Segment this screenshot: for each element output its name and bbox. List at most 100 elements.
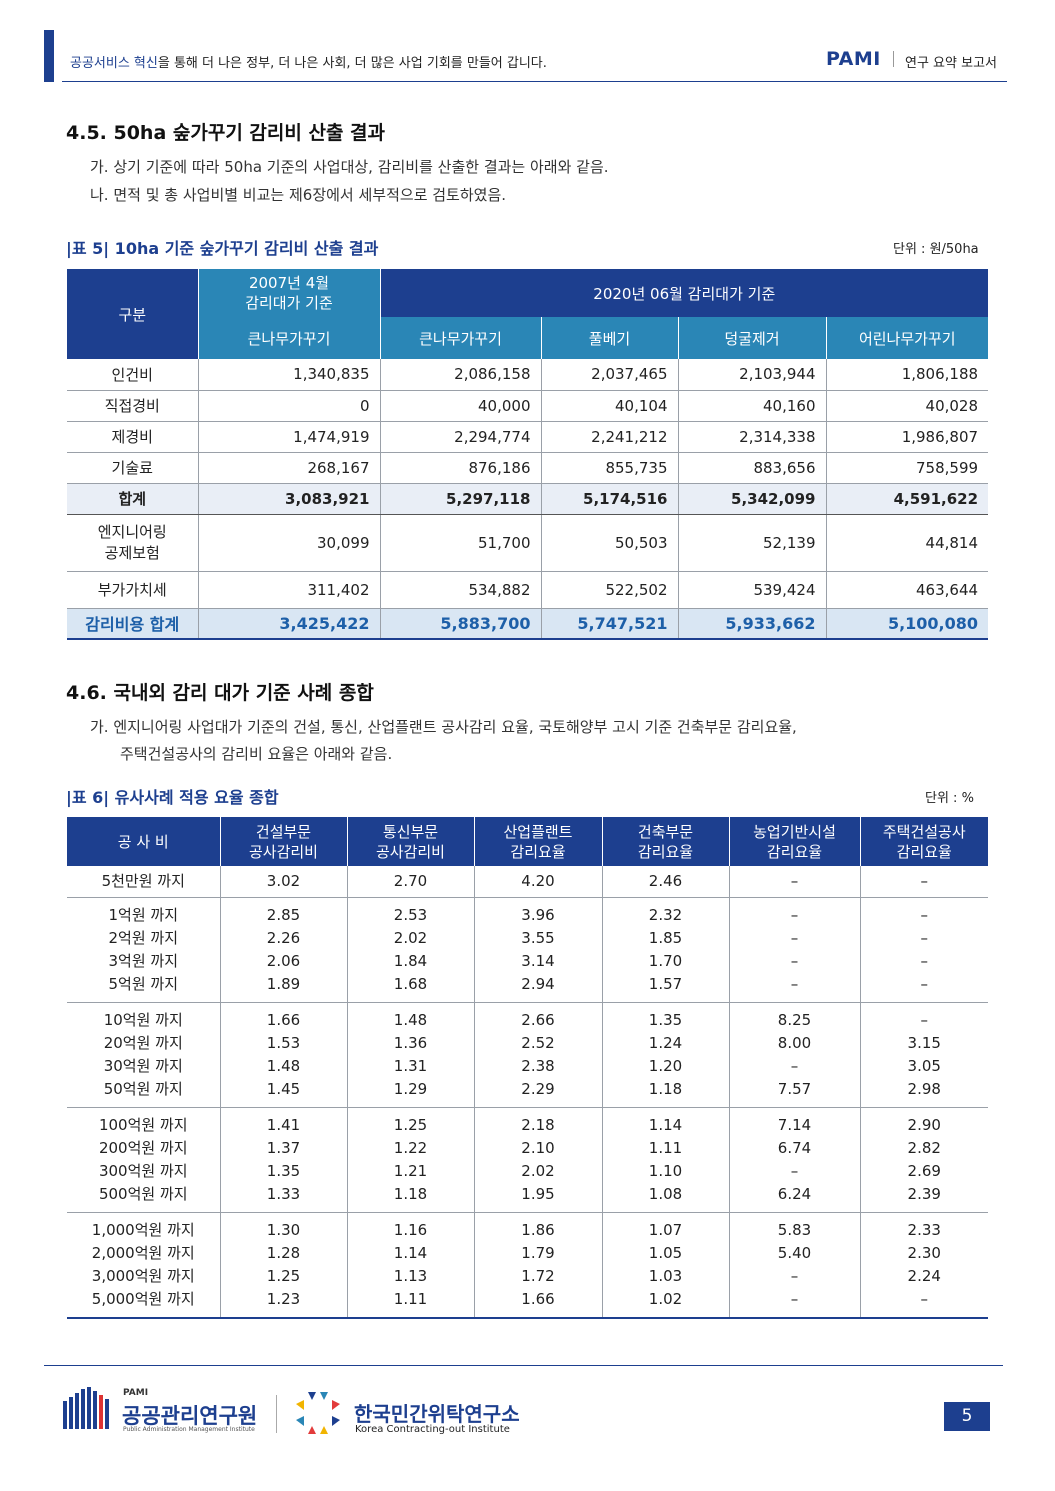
rate-cell: –3.15 3.05 2.98: [859, 1002, 988, 1108]
rate-cell: 1.25 1.22 1.21 1.18: [346, 1107, 474, 1213]
row-label: 인건비: [67, 359, 198, 391]
table5-col-header: 덩굴제거: [678, 317, 827, 359]
row-label: 제경비: [67, 421, 198, 453]
cell: 1,340,835: [197, 359, 380, 391]
rate-cell: 3.02: [219, 866, 347, 898]
table5-col-header: 어린나무가꾸기: [826, 317, 989, 359]
rate-cell: 4.20: [473, 866, 602, 898]
cell: 1,986,807: [825, 421, 989, 453]
logo1-small-text: PAMI: [123, 1388, 149, 1398]
cell: 876,186: [379, 452, 541, 484]
cell: 1,474,919: [197, 421, 380, 453]
rate-cell: 2.18 2.10 2.02 1.95: [473, 1107, 602, 1213]
cost-range-cell: 1,000억원 까지 2,000억원 까지 3,000억원 까지 5,000억원 까지: [91, 1221, 195, 1308]
cell: 534,882: [379, 571, 541, 609]
table5-group-2007: 2007년 4월 감리대가 기준: [198, 269, 381, 317]
cost-range-cell: 1억원 까지 2억원 까지 3억원 까지 5억원 까지: [108, 906, 178, 993]
cell: 52,139: [677, 514, 826, 572]
table6-col-header: 공 사 비: [67, 817, 221, 866]
cell: 2,294,774: [379, 421, 541, 453]
row-label: 감리비용 합계: [67, 607, 198, 640]
table5-col-header: 풀베기: [541, 317, 679, 359]
rate-cell: 2.85 2.26 2.06 1.89: [219, 897, 347, 1003]
header-separator: [893, 51, 894, 67]
rate-cell: 1.86 1.79 1.72 1.66: [473, 1212, 602, 1318]
cell: 5,747,521: [540, 607, 678, 640]
row-label: 기술료: [67, 452, 198, 484]
table5-row: 부가가치세 311,402 534,882 522,502 539,424 46…: [67, 571, 989, 609]
rate-cell: 2.53 2.02 1.84 1.68: [346, 897, 474, 1003]
table6-row-group: 5천만원 까지 3.02 2.70 4.20 2.46– –: [67, 866, 988, 898]
rate-cell: 1.66 1.53 1.48 1.45: [219, 1002, 347, 1108]
row-label: 엔지니어링 공제보험: [67, 514, 198, 572]
cell: 44,814: [825, 514, 989, 572]
rate-cell: 1.48 1.36 1.31 1.29: [346, 1002, 474, 1108]
slogan-highlight: 공공서비스 혁신: [70, 56, 158, 71]
cell: 758,599: [825, 452, 989, 484]
logo2-name: 한국민간위탁연구소: [354, 1402, 520, 1426]
table5-caption: |표 5| 10ha 기준 숲가꾸기 감리비 산출 결과: [66, 239, 379, 258]
cell: 539,424: [677, 571, 826, 609]
rate-cell: 1.30 1.28 1.25 1.23: [219, 1212, 347, 1318]
cost-range-cell: 100억원 까지 200억원 까지 300억원 까지 500억원 까지: [98, 1116, 188, 1203]
table6-unit: 단위 : %: [925, 791, 974, 806]
logo-separator: [276, 1395, 277, 1433]
row-label: 합계: [67, 482, 198, 515]
table5-subtotal-row: 합계 3,083,921 5,297,118 5,174,516 5,342,0…: [67, 482, 989, 515]
cell: 883,656: [677, 452, 826, 484]
cell: 3,425,422: [197, 607, 380, 640]
rate-cell: 2.70: [346, 866, 474, 898]
cell: 5,883,700: [379, 607, 541, 640]
table5-row: 인건비 1,340,835 2,086,158 2,037,465 2,103,…: [67, 359, 989, 391]
table6: 공 사 비 건설부문 공사감리비 통신부문 공사감리비 산업플랜트 감리요율 건축부문 감리요율…: [67, 817, 988, 1319]
page-number: 5: [944, 1402, 990, 1431]
rate-cell: –: [859, 866, 988, 898]
row-label: 부가가치세: [67, 571, 198, 609]
cell: 40,000: [379, 390, 541, 422]
header-rule: [62, 81, 1007, 82]
cell: 5,174,516: [540, 482, 678, 515]
table5-row: 제경비 1,474,919 2,294,774 2,241,212 2,314,…: [67, 421, 989, 453]
cell: 50,503: [540, 514, 678, 572]
table6-row-group: 100억원 까지 200억원 까지 300억원 까지 500억원 까지 1.41 1.37…: [67, 1107, 988, 1213]
section-46-line-1: 가. 엔지니어링 사업대가 기준의 건설, 통신, 산업플랜트 공사감리 요율,…: [90, 718, 797, 736]
logo2-english: Korea Contracting-out Institute: [355, 1424, 510, 1435]
section-45-title: 4.5. 50ha 숲가꾸기 감리비 산출 결과: [66, 122, 386, 144]
cost-range-cell: 10억원 까지 20억원 까지 30억원 까지 50억원 까지: [103, 1011, 183, 1098]
rate-cell: –: [728, 866, 860, 898]
rate-cell: 7.14 6.74–6.24: [728, 1107, 860, 1213]
table5-head-label: 구분: [67, 269, 199, 359]
rate-cell: 2.32 1.85 1.70 1.57: [601, 897, 729, 1003]
table5-col-header: 큰나무가꾸기: [198, 317, 381, 359]
table5-group-2020: 2020년 06월 감리대가 기준: [380, 269, 989, 317]
header-brand: PAMI: [826, 48, 881, 70]
logo1-english: Public Administration Management Institu…: [123, 1426, 255, 1433]
rate-cell: 1.07 1.05 1.03 1.02: [601, 1212, 729, 1318]
cell: 463,644: [825, 571, 989, 609]
cell: 51,700: [379, 514, 541, 572]
cell: 4,591,622: [825, 482, 989, 515]
rate-cell: 2.33 2.30 2.24–: [859, 1212, 988, 1318]
section-46-line-2: 주택건설공사의 감리비 요율은 아래와 같음.: [120, 745, 393, 763]
header-report-type: 연구 요약 보고서: [905, 56, 997, 71]
rate-cell: 8.25 8.00–7.57: [728, 1002, 860, 1108]
cell: 5,933,662: [677, 607, 826, 640]
table5-row: 직접경비 0 40,000 40,104 40,160 40,028: [67, 390, 989, 422]
rate-cell: 2.46: [601, 866, 729, 898]
table6-col-header: 주택건설공사 감리요율: [860, 817, 988, 866]
cell: 2,241,212: [540, 421, 678, 453]
section-45-line-2: 나. 면적 및 총 사업비별 비교는 제6장에서 세부적으로 검토하였음.: [90, 186, 507, 204]
row-label: 직접경비: [67, 390, 198, 422]
cell: 1,806,188: [825, 359, 989, 391]
logo1-name: 공공관리연구원: [122, 1404, 258, 1428]
rate-cell: 2.90 2.82 2.69 2.39: [859, 1107, 988, 1213]
cell: 40,028: [825, 390, 989, 422]
header-accent-bar: [44, 30, 54, 82]
cell: 2,037,465: [540, 359, 678, 391]
pami-logo-icon: [63, 1387, 109, 1429]
kco-logo-icon: [296, 1392, 340, 1434]
cell: 5,342,099: [677, 482, 826, 515]
cell: 2,103,944: [677, 359, 826, 391]
section-46-title: 4.6. 국내외 감리 대가 기준 사례 종합: [66, 682, 374, 704]
cell: 311,402: [197, 571, 380, 609]
